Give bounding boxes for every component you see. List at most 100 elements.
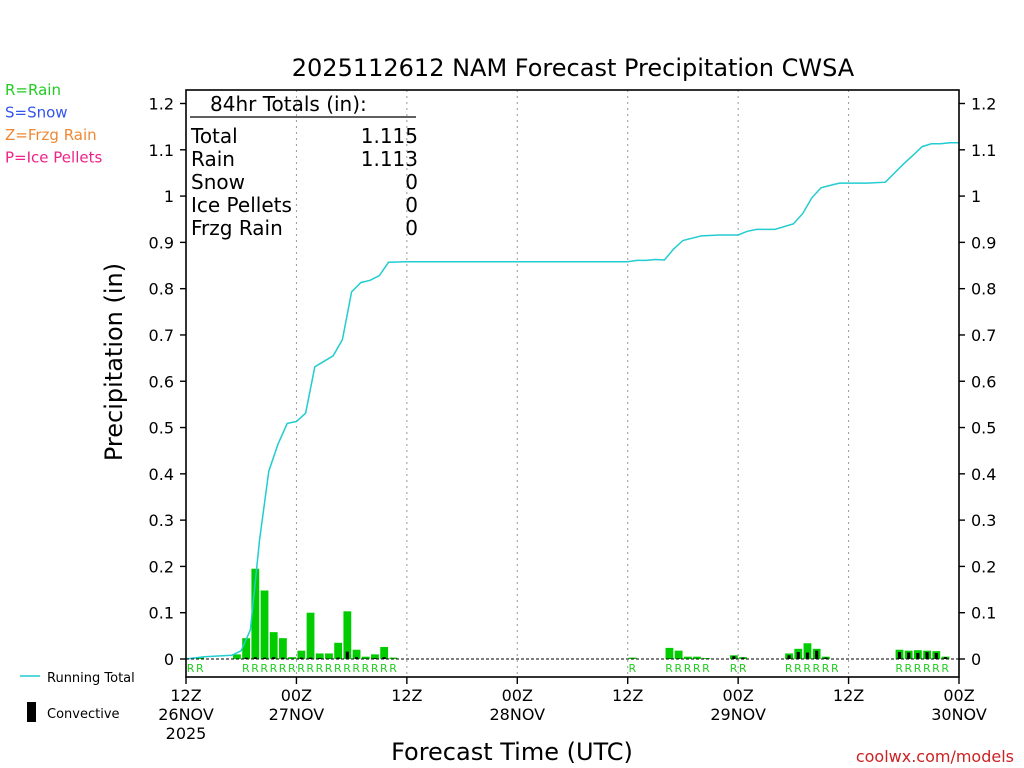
y-tick-label-left: 0.5 xyxy=(149,419,174,438)
precip-type-label: R xyxy=(380,662,388,675)
legend-entry: Z=Frzg Rain xyxy=(5,126,97,144)
y-tick-label-left: 1.1 xyxy=(149,141,174,160)
totals-row-value: 0 xyxy=(405,193,418,217)
y-tick-label-right: 0.5 xyxy=(971,419,996,438)
x-tick-time: 00Z xyxy=(281,686,312,705)
gridlines xyxy=(295,90,850,677)
precip-type-label: R xyxy=(325,662,333,675)
precip-type-label: R xyxy=(813,662,821,675)
precip-type-label: R xyxy=(187,662,195,675)
totals-header: 84hr Totals (in): xyxy=(210,92,367,116)
precip-type-label: R xyxy=(739,662,747,675)
x-tick-year: 2025 xyxy=(166,724,207,743)
y-tick-label-right: 0 xyxy=(971,650,981,669)
y-tick-label-left: 0.3 xyxy=(149,511,174,530)
x-tick-time: 00Z xyxy=(722,686,753,705)
convective-bar xyxy=(299,657,303,659)
precip-type-label: R xyxy=(905,662,913,675)
precip-type-label: R xyxy=(196,662,204,675)
convective-bar xyxy=(272,657,276,659)
y-tick-label-left: 0.6 xyxy=(149,372,174,391)
precip-type-label: R xyxy=(389,662,397,675)
totals-row-value: 1.115 xyxy=(361,124,418,148)
convective-bar xyxy=(796,652,800,659)
totals-row-label: Total xyxy=(190,124,238,148)
x-tick-date: 27NOV xyxy=(269,705,325,724)
y-tick-label-right: 1.2 xyxy=(971,95,996,114)
precip-bar xyxy=(260,590,269,659)
precip-type-label: R xyxy=(693,662,701,675)
y-tick-label-right: 0.1 xyxy=(971,604,996,623)
x-tick-time: 12Z xyxy=(170,686,201,705)
precip-type-label: R xyxy=(923,662,931,675)
precip-type-label: R xyxy=(794,662,802,675)
x-tick-time: 00Z xyxy=(943,686,974,705)
precip-type-label: R xyxy=(822,662,830,675)
legend-entry: P=Ice Pellets xyxy=(5,149,102,167)
convective-bar xyxy=(244,657,248,659)
convective-bar xyxy=(354,657,359,659)
convective-legend-label: Convective xyxy=(47,707,120,722)
totals-row-label: Frzg Rain xyxy=(191,216,283,240)
running-total-legend-label: Running Total xyxy=(47,671,135,686)
precip-type-label: R xyxy=(279,662,287,675)
axes: 0 00.1 0.10.2 0.20.3 0.30.4 0.40.5 0.50.6 0.60.… xyxy=(149,95,997,744)
precip-type-label: R xyxy=(251,662,259,675)
running-total-polyline xyxy=(185,142,959,660)
convective-bar xyxy=(815,650,819,659)
running-total-line xyxy=(185,142,959,660)
precip-type-label: R xyxy=(730,662,738,675)
convective-bar xyxy=(934,652,938,659)
precip-type-label: R xyxy=(914,662,922,675)
precip-type-label: R xyxy=(702,662,710,675)
precip-bar xyxy=(196,657,205,659)
precip-bar xyxy=(674,650,683,659)
precip-type-label: R xyxy=(785,662,793,675)
x-tick-time: 12Z xyxy=(391,686,422,705)
precip-type-label: R xyxy=(334,662,342,675)
precip-type-label: R xyxy=(674,662,682,675)
precip-bar xyxy=(334,642,343,659)
chart-title: 2025112612 NAM Forecast Precipitation CW… xyxy=(292,54,855,82)
y-axis-title: Precipitation (in) xyxy=(100,263,128,461)
y-tick-label-left: 0.7 xyxy=(149,326,174,345)
x-tick-date: 29NOV xyxy=(710,705,766,724)
convective-bar xyxy=(805,652,810,659)
legend-entry: R=Rain xyxy=(5,81,61,99)
convective-bar xyxy=(373,658,377,659)
y-tick-label-left: 1.2 xyxy=(149,95,174,114)
precip-bar xyxy=(233,654,241,659)
precip-bar xyxy=(693,656,701,659)
precip-type-legend: R=Rain S=Snow Z=Frzg Rain P=Ice Pellets xyxy=(5,81,102,167)
convective-bar xyxy=(897,652,902,659)
convective-bar xyxy=(345,651,349,659)
y-tick-label-left: 0.9 xyxy=(149,233,174,252)
precip-type-label: R xyxy=(895,662,903,675)
convective-bar xyxy=(943,657,948,659)
convective-bar xyxy=(907,652,911,659)
precip-type-label: R xyxy=(242,662,250,675)
y-tick-label-left: 0 xyxy=(164,650,174,669)
convective-bar xyxy=(732,656,736,659)
precip-type-label: R xyxy=(297,662,305,675)
plot-frame xyxy=(185,89,960,678)
y-tick-label-right: 1.1 xyxy=(971,141,996,160)
x-tick-date: 26NOV xyxy=(158,705,214,724)
y-tick-label-right: 0.3 xyxy=(971,511,996,530)
y-tick-label-left: 0.8 xyxy=(149,280,174,299)
precip-bar xyxy=(361,656,370,659)
x-tick-time: 00Z xyxy=(502,686,533,705)
convective-bar xyxy=(262,657,267,659)
x-tick-time: 12Z xyxy=(833,686,864,705)
convective-bar xyxy=(253,657,257,659)
precip-type-label: R xyxy=(260,662,268,675)
convective-bar xyxy=(382,657,386,659)
precip-bar xyxy=(288,657,297,659)
y-tick-label-right: 0.6 xyxy=(971,372,996,391)
precip-bar xyxy=(343,611,352,659)
precip-bar xyxy=(279,638,287,659)
totals-row-value: 0 xyxy=(405,170,418,194)
convective-bar xyxy=(925,652,929,659)
